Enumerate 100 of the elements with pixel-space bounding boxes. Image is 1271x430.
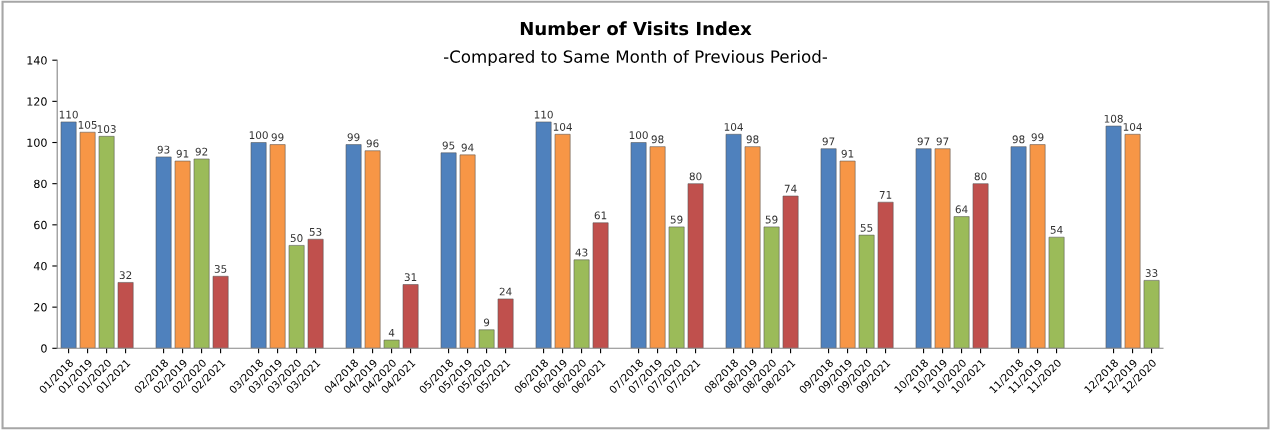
data-label: 97: [936, 137, 949, 146]
bar: [345, 144, 362, 349]
data-label: 53: [309, 227, 322, 236]
bar: [1010, 146, 1027, 349]
data-label: 104: [1123, 123, 1142, 131]
data-label: 32: [119, 271, 132, 280]
bar: [877, 201, 894, 349]
data-label: 93: [157, 145, 170, 154]
y-tick-label: 120: [27, 97, 47, 106]
bar: [402, 284, 419, 349]
data-label: 50: [290, 234, 303, 242]
data-label: 54: [1050, 226, 1063, 234]
bar: [744, 146, 761, 349]
bar: [440, 152, 457, 349]
bar: [592, 222, 609, 349]
data-label: 110: [534, 110, 553, 119]
data-label: 100: [629, 131, 648, 140]
bar: [630, 142, 647, 349]
bar: [212, 275, 229, 349]
bar: [953, 216, 970, 349]
data-label: 4: [388, 328, 395, 337]
bar: [117, 282, 134, 349]
bar: [288, 245, 305, 349]
data-label: 59: [670, 215, 683, 224]
bar: [554, 134, 571, 349]
data-label: 97: [917, 137, 930, 146]
bar: [79, 131, 96, 349]
bar: [174, 160, 191, 349]
data-label: 43: [575, 248, 588, 257]
bar: [1029, 144, 1046, 349]
bar: [573, 259, 590, 349]
chart-title: Number of Visits Index: [520, 21, 752, 36]
bar: [972, 183, 989, 349]
data-label: 98: [746, 135, 759, 144]
data-label: 55: [860, 223, 873, 232]
chart-subtitle: -Compared to Same Month of Previous Period-: [443, 49, 828, 67]
data-label: 105: [78, 120, 97, 129]
bar: [250, 142, 267, 349]
data-label: 33: [1145, 269, 1158, 277]
data-label: 110: [59, 110, 78, 119]
data-label: 108: [1104, 114, 1123, 123]
data-label: 97: [822, 137, 835, 146]
y-tick-label: 80: [34, 179, 47, 189]
bar: [269, 144, 286, 349]
bar: [934, 148, 951, 349]
y-tick-label: 40: [33, 261, 47, 271]
y-tick-label: 0: [41, 344, 47, 353]
data-label: 98: [1012, 135, 1025, 144]
bar: [497, 298, 514, 349]
data-label: 74: [784, 184, 797, 193]
bar: [1048, 236, 1065, 349]
data-label: 94: [461, 143, 474, 152]
bar: [763, 226, 780, 349]
bar: [820, 148, 837, 349]
data-label: 104: [724, 123, 743, 131]
bar: [193, 158, 210, 349]
bar: [98, 136, 115, 349]
data-label: 104: [553, 123, 572, 131]
bar: [155, 156, 172, 349]
y-tick-label: 60: [34, 220, 47, 230]
bar: [649, 146, 666, 349]
bar: [478, 329, 495, 349]
data-label: 71: [879, 191, 892, 199]
data-label: 100: [249, 131, 268, 140]
bar: [915, 148, 932, 349]
bar: [60, 121, 77, 349]
bar: [687, 183, 704, 349]
data-label: 103: [97, 125, 116, 133]
data-label: 64: [955, 205, 968, 214]
bar: [668, 226, 685, 349]
bar: [839, 160, 856, 349]
data-label: 80: [974, 172, 987, 181]
data-label: 91: [176, 149, 189, 158]
data-label: 91: [841, 149, 854, 158]
data-label: 99: [271, 133, 284, 142]
bar: [383, 339, 400, 349]
bar: [364, 150, 381, 349]
bar: [1143, 280, 1160, 349]
bar: [782, 195, 799, 349]
bar: [459, 154, 476, 349]
bar: [725, 134, 742, 349]
data-label: 92: [195, 147, 208, 156]
y-tick-label: 140: [27, 56, 47, 65]
y-tick-label: 20: [34, 303, 47, 312]
data-label: 96: [366, 139, 379, 148]
data-label: 61: [594, 211, 607, 220]
data-label: 35: [214, 264, 227, 273]
bar: [535, 121, 552, 349]
bar: [1124, 134, 1141, 349]
data-label: 59: [765, 215, 778, 224]
data-label: 80: [689, 172, 702, 181]
data-label: 99: [1031, 133, 1044, 142]
data-label: 95: [442, 141, 455, 150]
data-label: 98: [651, 135, 664, 144]
bar: [858, 234, 875, 349]
data-label: 9: [483, 318, 490, 327]
data-label: 99: [347, 133, 360, 142]
data-label: 31: [404, 273, 417, 282]
bar: [307, 238, 324, 349]
y-tick-label: 100: [27, 138, 47, 147]
